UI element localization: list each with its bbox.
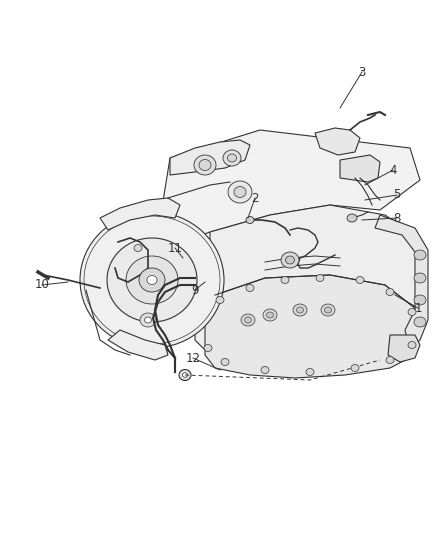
Ellipse shape [325,307,332,313]
Ellipse shape [306,368,314,376]
Ellipse shape [199,159,211,171]
Ellipse shape [134,245,142,252]
Ellipse shape [126,256,178,304]
Ellipse shape [204,344,212,351]
Ellipse shape [223,150,241,166]
Ellipse shape [297,307,304,313]
Ellipse shape [139,268,165,292]
Ellipse shape [351,365,359,372]
Ellipse shape [316,274,324,281]
Text: 10: 10 [35,279,49,292]
Ellipse shape [107,238,197,322]
Polygon shape [170,140,250,175]
Ellipse shape [408,309,416,316]
Text: 12: 12 [186,351,201,365]
Ellipse shape [227,154,237,162]
Polygon shape [315,128,360,155]
Polygon shape [388,335,420,362]
Polygon shape [195,205,420,355]
Ellipse shape [246,285,254,292]
Ellipse shape [281,277,289,284]
Polygon shape [100,198,180,230]
Ellipse shape [261,367,269,374]
Ellipse shape [234,187,246,198]
Ellipse shape [183,373,187,377]
Ellipse shape [347,214,357,222]
Ellipse shape [263,309,277,321]
Ellipse shape [216,296,224,303]
Ellipse shape [246,216,254,223]
Ellipse shape [414,295,426,305]
Text: 2: 2 [251,191,259,205]
Ellipse shape [179,369,191,381]
Ellipse shape [408,342,416,349]
Ellipse shape [356,277,364,284]
Ellipse shape [194,155,216,175]
Ellipse shape [414,317,426,327]
Ellipse shape [147,276,157,285]
Ellipse shape [140,313,156,327]
Ellipse shape [321,304,335,316]
Ellipse shape [241,314,255,326]
Ellipse shape [266,312,273,318]
Ellipse shape [281,252,299,268]
Text: 8: 8 [393,212,401,224]
Ellipse shape [386,288,394,295]
Ellipse shape [244,317,251,323]
Text: 3: 3 [358,66,366,78]
Polygon shape [340,155,380,182]
Text: 9: 9 [191,284,199,296]
Polygon shape [160,130,420,245]
Ellipse shape [228,181,252,203]
Ellipse shape [145,317,152,323]
Polygon shape [375,215,428,350]
Ellipse shape [414,273,426,283]
Text: 5: 5 [393,189,401,201]
Polygon shape [108,330,168,360]
Text: 4: 4 [389,164,397,176]
Ellipse shape [286,256,294,264]
Ellipse shape [293,304,307,316]
Polygon shape [205,275,415,378]
Ellipse shape [414,250,426,260]
Ellipse shape [221,359,229,366]
Ellipse shape [386,357,394,364]
Text: 1: 1 [414,302,422,314]
Ellipse shape [80,212,224,348]
Text: 11: 11 [167,241,183,254]
